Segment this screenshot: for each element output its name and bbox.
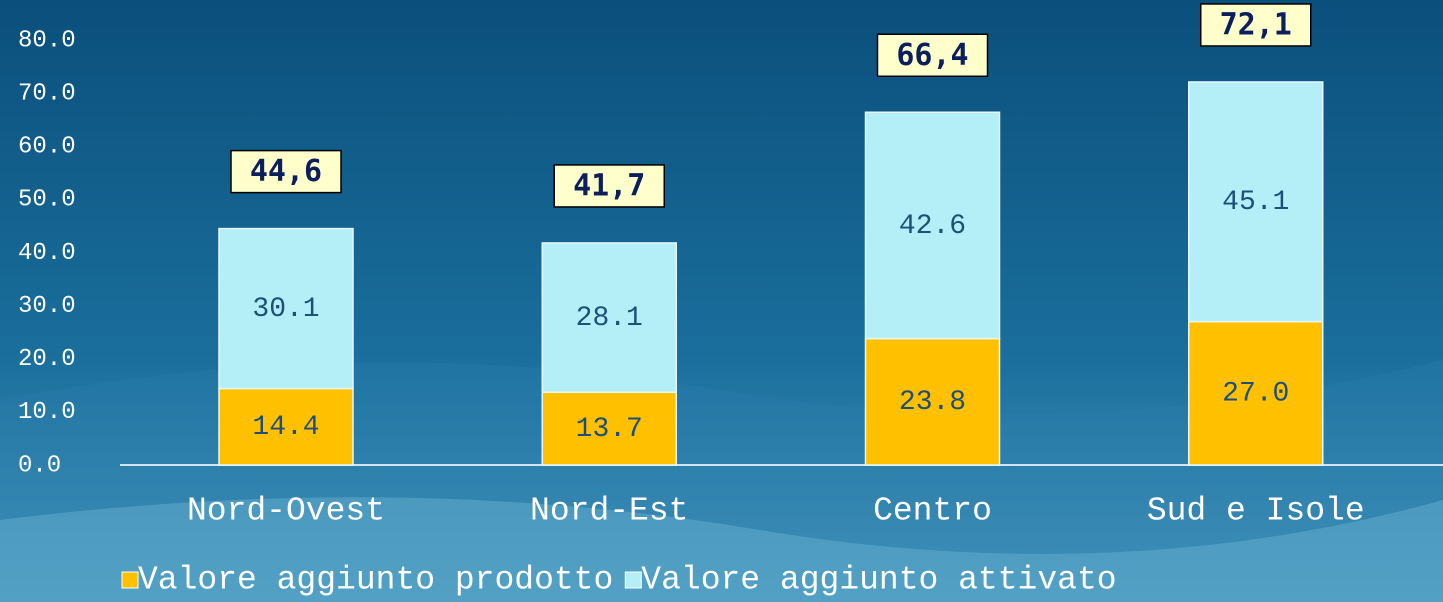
value-label: 45.1 bbox=[1222, 187, 1289, 218]
legend-label: Valore aggiunto prodotto bbox=[138, 562, 613, 599]
x-tick-label: Nord-Ovest bbox=[187, 493, 385, 530]
value-label: 23.8 bbox=[899, 387, 966, 418]
x-tick-label: Centro bbox=[873, 493, 992, 530]
bar-segment bbox=[864, 111, 1001, 340]
x-tick-label: Sud e Isole bbox=[1147, 493, 1365, 530]
total-box bbox=[230, 149, 342, 194]
y-tick-label: 20.0 bbox=[18, 346, 76, 373]
y-tick-label: 10.0 bbox=[18, 399, 76, 426]
value-label: 27.0 bbox=[1222, 379, 1289, 410]
total-label: 66,4 bbox=[896, 38, 968, 73]
y-tick-label: 70.0 bbox=[18, 80, 76, 107]
bar-segment bbox=[1188, 81, 1324, 323]
y-tick-label: 50.0 bbox=[18, 187, 76, 214]
y-tick-label: 30.0 bbox=[18, 293, 76, 320]
bar-segment bbox=[218, 387, 354, 466]
bar-segment bbox=[1188, 320, 1324, 466]
bar-segment bbox=[541, 242, 677, 393]
value-label: 42.6 bbox=[899, 211, 966, 242]
value-label: 28.1 bbox=[576, 303, 643, 334]
y-tick-label: 80.0 bbox=[18, 27, 76, 54]
total-box bbox=[876, 33, 989, 77]
legend-label: Valore aggiunto attivato bbox=[641, 562, 1116, 599]
total-label: 72,1 bbox=[1220, 7, 1292, 42]
y-tick-label: 0.0 bbox=[18, 452, 61, 479]
bar-segment bbox=[541, 391, 677, 466]
value-label: 13.7 bbox=[576, 414, 643, 445]
total-box bbox=[1200, 3, 1312, 47]
x-tick-label: Nord-Est bbox=[530, 493, 688, 530]
total-box bbox=[553, 164, 665, 208]
bar-segment bbox=[218, 227, 354, 390]
value-label: 30.1 bbox=[252, 294, 319, 325]
value-label: 14.4 bbox=[252, 412, 319, 443]
wave bbox=[0, 497, 1443, 602]
total-label: 44,6 bbox=[250, 154, 322, 189]
y-tick-label: 40.0 bbox=[18, 240, 76, 267]
wave bbox=[0, 360, 1443, 602]
total-label: 41,7 bbox=[573, 168, 645, 203]
legend-swatch bbox=[121, 571, 139, 589]
bar-segment bbox=[864, 337, 1001, 466]
legend-swatch bbox=[624, 571, 642, 589]
y-tick-label: 60.0 bbox=[18, 134, 76, 161]
